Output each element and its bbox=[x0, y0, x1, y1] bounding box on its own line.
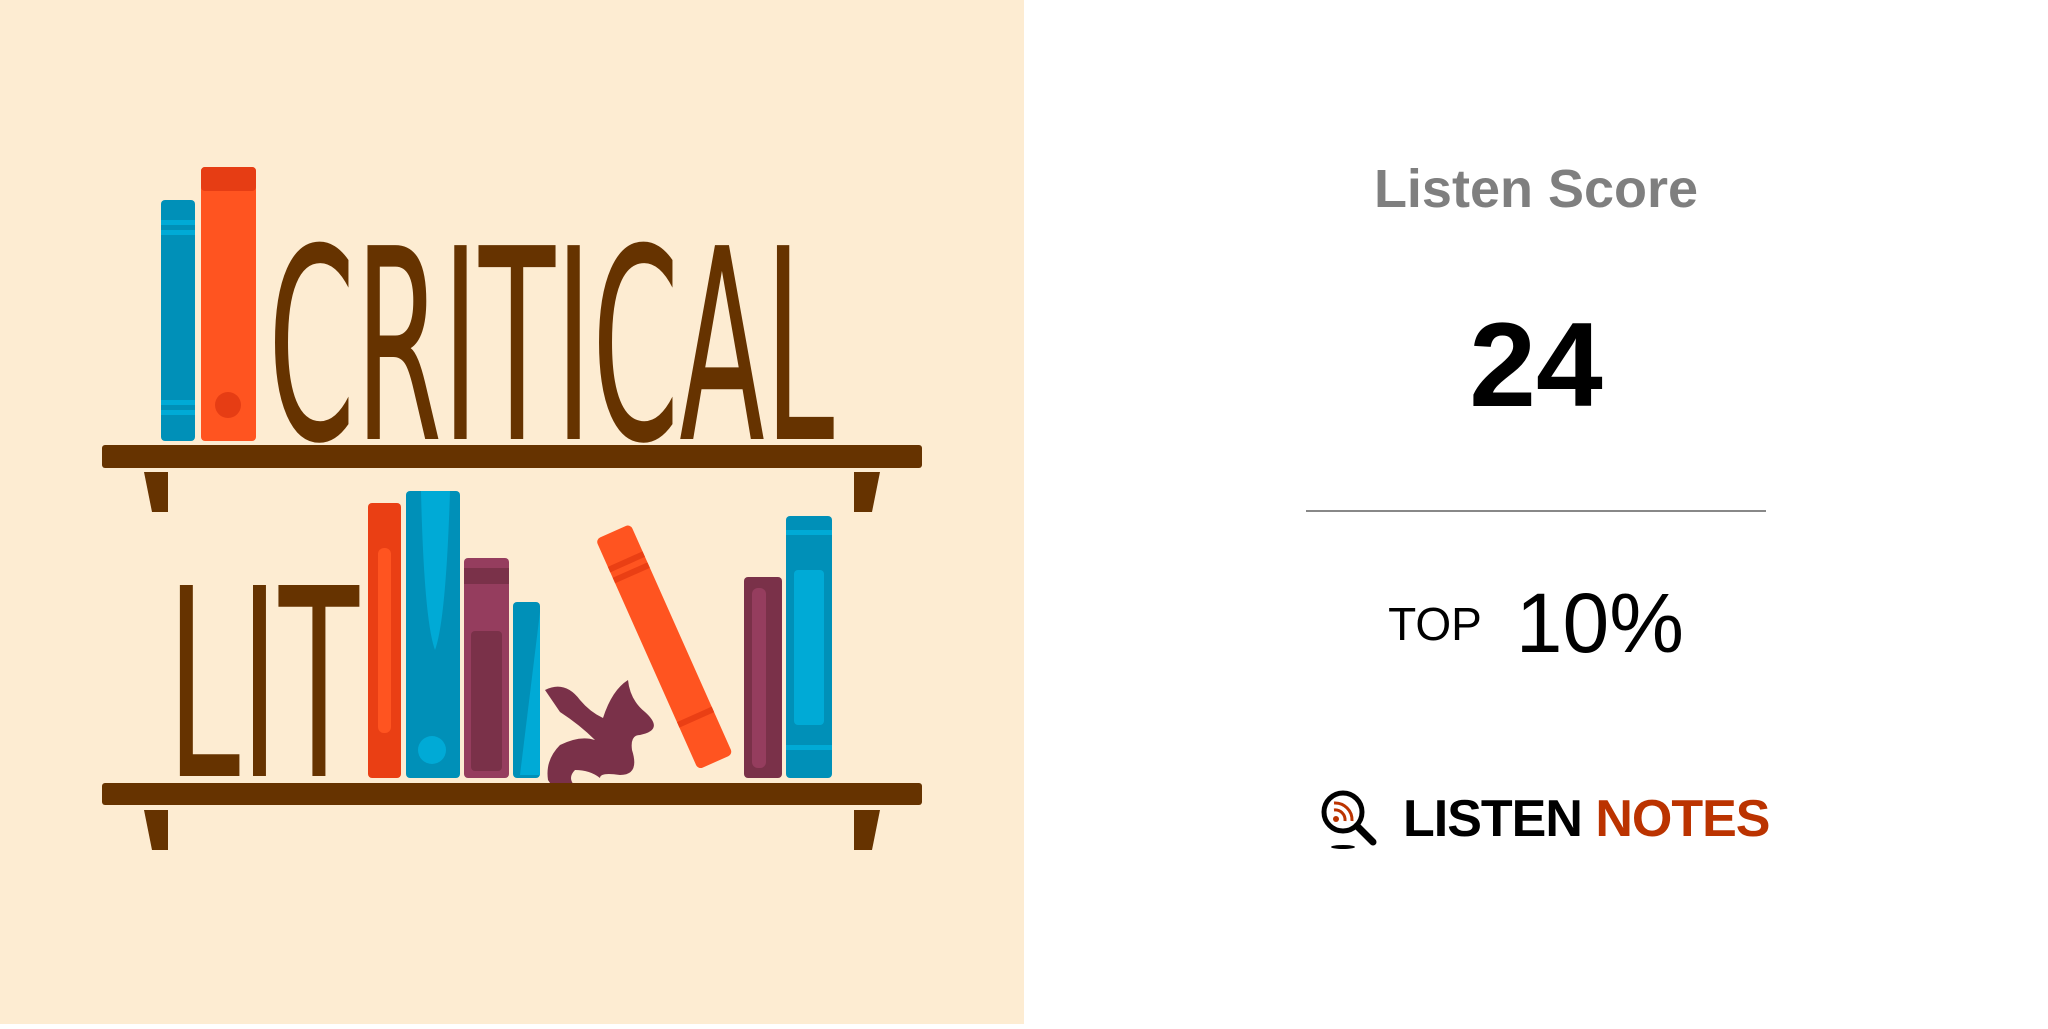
book bbox=[786, 516, 832, 778]
listen-score-title: Listen Score bbox=[1373, 159, 1699, 219]
book bbox=[368, 503, 401, 778]
book bbox=[406, 491, 460, 778]
book bbox=[464, 558, 509, 778]
bookshelf-illustration: Critical Lit bbox=[102, 167, 922, 850]
listen-score-panel: Listen Score 24 TOP 10% LISTEN NOTES bbox=[1024, 0, 2048, 1024]
magnifier-rss-icon bbox=[1321, 790, 1377, 849]
shelf bbox=[102, 445, 922, 468]
book bbox=[744, 577, 782, 778]
shelf bbox=[102, 783, 922, 805]
book bbox=[161, 200, 195, 441]
divider bbox=[1306, 510, 1766, 512]
book bbox=[513, 602, 540, 778]
book bbox=[597, 525, 732, 769]
dragon-silhouette bbox=[545, 680, 654, 805]
rank-value: 10% bbox=[1515, 576, 1684, 670]
listen-notes-logo: LISTEN NOTES bbox=[1319, 788, 1771, 850]
listen-score-value: 24 bbox=[1469, 298, 1603, 432]
rank-row: TOP 10% bbox=[1024, 575, 2048, 672]
brand-name-listen: LISTEN bbox=[1403, 790, 1583, 848]
rank-label: TOP bbox=[1388, 597, 1482, 650]
podcast-cover-art: Critical Lit bbox=[0, 0, 1024, 1024]
book bbox=[201, 167, 256, 441]
brand-name-notes: NOTES bbox=[1595, 790, 1770, 848]
